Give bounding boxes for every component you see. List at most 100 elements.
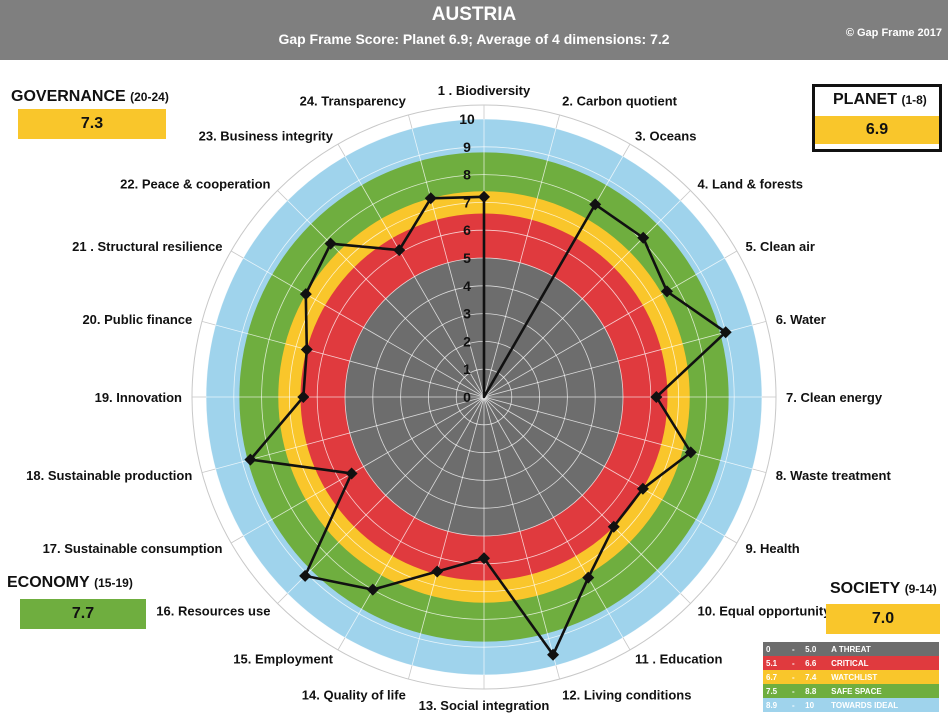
spoke-line (344, 156, 485, 398)
category-label: 22. Peace & cooperation (120, 176, 270, 191)
radial-tick-label: 3 (463, 306, 471, 322)
spoke-ext (752, 321, 767, 326)
score-marker (719, 326, 732, 339)
spoke-line (411, 396, 485, 666)
score-marker (547, 648, 560, 661)
governance-score-box: 7.3 (18, 109, 166, 139)
governance-score: 7.3 (80, 115, 104, 132)
score-marker (324, 237, 337, 250)
spoke-line (287, 396, 485, 594)
spoke-ext (680, 190, 691, 201)
score-marker (299, 569, 312, 582)
radial-tick-label: 0 (463, 389, 471, 405)
spoke-line (344, 396, 485, 638)
legend-row: 5.1-6.6 CRITICAL (763, 656, 939, 670)
score-marker (589, 198, 602, 211)
category-label: 16. Resources use (156, 604, 270, 619)
copyright-note: © Gap Frame 2017 (845, 27, 942, 39)
category-label: 10. Equal opportunity (698, 604, 832, 619)
planet-score: 6.9 (865, 121, 889, 138)
score-marker (431, 565, 444, 578)
radial-tick-labels: 0 1 2 3 4 5 6 7 8 9 10 (459, 111, 475, 405)
spoke-ext (555, 114, 560, 129)
radial-tick-label: 5 (463, 250, 471, 266)
score-marker (366, 583, 379, 596)
legend-row: 0-5.0 A THREAT (763, 642, 939, 656)
category-label: 21 . Structural resilience (72, 239, 222, 254)
spoke-ext (724, 250, 738, 259)
category-label: 24. Transparency (300, 93, 407, 108)
score-marker (393, 244, 406, 257)
category-label: 12. Living conditions (562, 688, 691, 703)
spoke-line (287, 200, 485, 398)
category-label: 9. Health (746, 541, 800, 556)
category-label: 19. Innovation (95, 390, 182, 405)
radial-tick-label: 4 (463, 278, 471, 294)
category-label: 8. Waste treatment (776, 468, 892, 483)
legend-row: 8.9-10 TOWARDS IDEAL (763, 698, 939, 712)
spoke-ext (337, 637, 346, 651)
planet-score-box: 6.9 (815, 116, 939, 144)
category-label: 2. Carbon quotient (562, 93, 678, 108)
score-marker (650, 391, 663, 403)
spoke-line (483, 396, 753, 470)
radial-tick-label: 2 (463, 333, 471, 349)
score-marker (660, 285, 673, 298)
category-label: 15. Employment (233, 652, 333, 667)
category-labels: 1 . Biodiversity 2. Carbon quotient 3. Oce… (26, 83, 891, 713)
spoke-line (215, 396, 485, 470)
governance-label: GOVERNANCE (20-24) (11, 88, 169, 105)
planet-label: PLANET (1-8) (833, 91, 927, 108)
header-bar: AUSTRIA Gap Frame Score: Planet 6.9; Ave… (0, 0, 948, 60)
spoke-line (483, 396, 725, 537)
radial-tick-label: 6 (463, 222, 471, 238)
category-label: 3. Oceans (635, 128, 696, 143)
spoke-ext (680, 593, 691, 604)
spoke-line (243, 257, 485, 398)
category-label: 13. Social integration (419, 698, 550, 713)
category-label: 1 . Biodiversity (438, 83, 531, 98)
society-score-box: 7.0 (826, 604, 940, 634)
score-marker (300, 343, 313, 356)
score-marker (299, 288, 312, 301)
spoke-ext (555, 665, 560, 680)
spoke-line (483, 396, 681, 594)
score-marker (478, 552, 490, 565)
spoke-ext (408, 665, 413, 680)
spoke-line (483, 257, 725, 398)
score-marker (637, 231, 650, 244)
band-legend: 0-5.0 A THREAT 5.1-6.6 CRITICAL 6.7-7.4 WAT… (763, 642, 939, 712)
spoke-ext (230, 250, 244, 259)
score-marker (582, 571, 595, 584)
category-label: 6. Water (776, 312, 826, 327)
spoke-ext (622, 143, 631, 157)
spoke-ext (230, 535, 244, 544)
spoke-line (215, 324, 485, 398)
category-label: 17. Sustainable consumption (43, 541, 223, 556)
score-marker (636, 482, 649, 495)
score-marker (478, 190, 490, 203)
score-series (244, 190, 732, 661)
radial-tick-label: 9 (463, 139, 471, 155)
score-marker (684, 446, 697, 459)
category-label: 4. Land & forests (698, 176, 803, 191)
legend-row: 7.5-8.8 SAFE SPACE (763, 684, 939, 698)
radial-tick-label: 7 (463, 194, 471, 210)
radial-tick-label: 8 (463, 167, 471, 183)
spoke-ext (622, 637, 631, 651)
spoke-ext (752, 468, 767, 473)
spoke-line (483, 396, 557, 666)
spoke-ext (201, 468, 216, 473)
radial-tick-label: 10 (459, 111, 475, 127)
economy-label: ECONOMY (15-19) (7, 574, 133, 591)
score-marker (244, 453, 257, 466)
score-marker (424, 192, 437, 205)
society-score: 7.0 (871, 610, 895, 627)
category-label: 7. Clean energy (786, 390, 883, 405)
spoke-ext (201, 321, 216, 326)
society-label: SOCIETY (9-14) (830, 580, 937, 597)
score-marker (297, 391, 310, 403)
economy-score: 7.7 (71, 605, 95, 622)
spoke-line (483, 128, 557, 398)
